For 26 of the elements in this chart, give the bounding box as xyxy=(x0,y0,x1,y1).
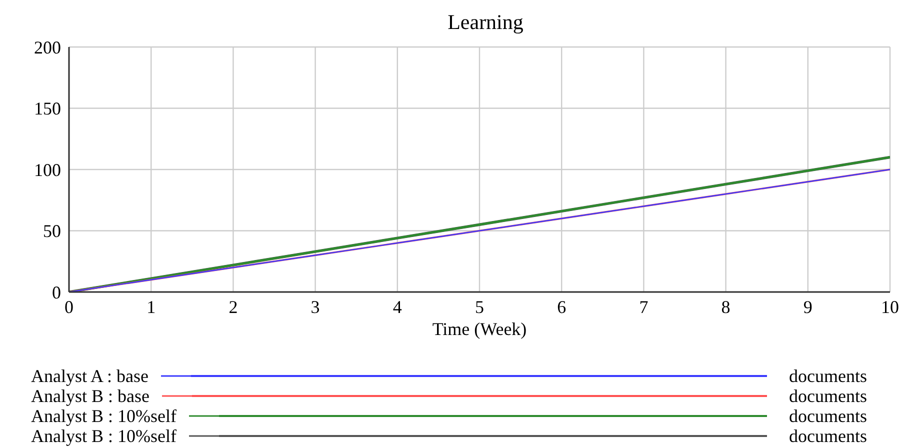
x-tick-label: 6 xyxy=(557,296,566,317)
x-tick-label: 7 xyxy=(639,296,648,317)
x-tick-label: 8 xyxy=(721,296,730,317)
x-tick-label: 4 xyxy=(392,296,402,317)
x-tick-label: 5 xyxy=(475,296,484,317)
text: documents xyxy=(789,406,868,426)
y-tick-label: 0 xyxy=(52,282,61,302)
x-tick-label: 3 xyxy=(310,296,320,317)
y-tick-label: 50 xyxy=(43,221,61,242)
chart-title: Learning xyxy=(446,9,524,36)
y-tick-label: 100 xyxy=(34,160,61,180)
y-tick-label: 150 xyxy=(34,98,61,119)
legend-label: Analyst B : base xyxy=(30,386,150,406)
x-tick-label: 10 xyxy=(881,296,899,317)
x-tick-label: 0 xyxy=(64,296,74,317)
x-tick-label: 9 xyxy=(803,296,812,317)
x-axis-title: Time (Week) xyxy=(432,319,527,339)
y-tick-label: 200 xyxy=(34,37,61,58)
legend-label: Analyst A : base xyxy=(30,366,148,386)
x-tick-label: 1 xyxy=(146,296,156,317)
text: documents xyxy=(789,386,868,406)
x-tick-label: 2 xyxy=(228,296,238,317)
legend-label: Analyst B : 10%self xyxy=(30,406,176,426)
legend-label: Analyst B : 10%self xyxy=(30,426,176,446)
text: documents xyxy=(789,426,868,446)
text: documents xyxy=(789,366,868,386)
